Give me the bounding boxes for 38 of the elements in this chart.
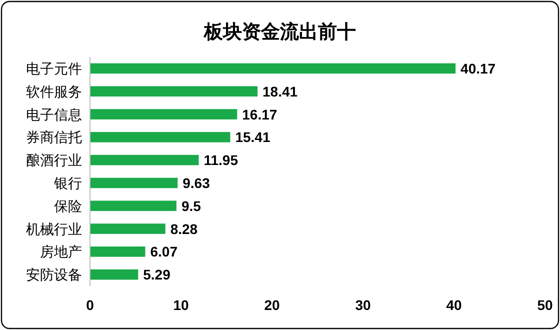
data-label: 15.41 (235, 129, 270, 146)
y-tick-label: 电子元件 (26, 60, 82, 76)
y-tick-label: 银行 (53, 174, 82, 191)
data-label: 40.17 (460, 60, 496, 76)
y-tick-label: 安防设备 (26, 266, 82, 283)
bar (90, 109, 238, 120)
bar (90, 246, 146, 257)
data-label: 11.95 (204, 152, 238, 168)
bar (90, 200, 176, 211)
bar (90, 224, 166, 234)
bar (90, 178, 178, 188)
data-label: 6.07 (150, 244, 178, 260)
plot: 40.17 18.41 16.17 15.41 11.95 9.63 9.5 8.28 6.07 5.29 (90, 60, 496, 283)
y-tick-label: 机械行业 (26, 220, 82, 237)
x-tick-label: 10 (173, 297, 189, 313)
y-tick-label: 电子信息 (26, 106, 82, 122)
x-tick-label: 40 (446, 297, 462, 313)
data-label: 18.41 (262, 83, 298, 100)
bar (90, 63, 456, 74)
bar (90, 154, 199, 166)
data-label: 8.28 (170, 220, 198, 237)
x-tick-label: 0 (86, 297, 94, 313)
x-tick-label: 30 (355, 297, 371, 313)
y-tick-label: 券商信托 (26, 129, 82, 146)
y-tick-label: 酿酒行业 (26, 152, 82, 168)
x-tick-label: 50 (537, 297, 553, 313)
y-tick-label: 房地产 (40, 244, 82, 260)
bar (90, 269, 138, 280)
bar (90, 86, 258, 97)
data-label: 9.5 (181, 198, 202, 214)
data-label: 16.17 (242, 106, 278, 122)
chart-title: 板块资金流出前十 (203, 21, 356, 43)
bar (90, 132, 230, 142)
x-tick-label: 20 (264, 297, 280, 313)
data-label: 5.29 (143, 266, 171, 283)
data-label: 9.63 (182, 174, 210, 191)
y-tick-label: 保险 (54, 198, 82, 214)
y-tick-label: 软件服务 (26, 83, 82, 100)
